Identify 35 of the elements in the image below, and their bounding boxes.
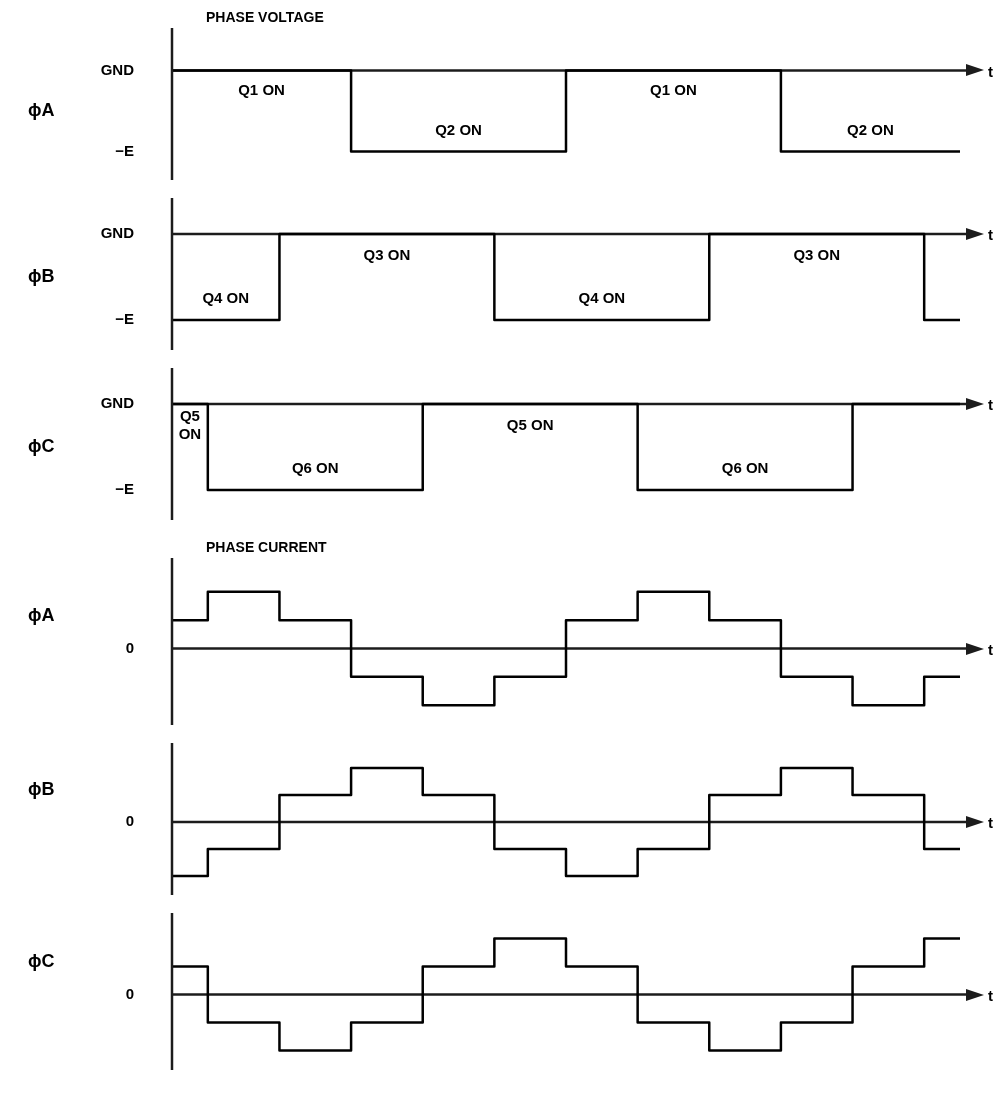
- x-axis-title: t: [988, 986, 993, 1004]
- text: GND: [100, 394, 135, 412]
- annotation: Q6 ON: [721, 458, 769, 476]
- annotation: Q4 ON: [202, 288, 250, 306]
- x-axis-title: t: [988, 396, 993, 414]
- annotation: Q1 ON: [238, 80, 285, 98]
- text: −E: [115, 141, 134, 159]
- text: −E: [115, 310, 134, 328]
- text: GND: [100, 60, 135, 78]
- annotation: Q2 ON: [847, 121, 894, 139]
- x-axis-title: t: [988, 62, 993, 80]
- annotation: Q6 ON: [291, 458, 339, 476]
- x-axis-title: t: [988, 640, 993, 658]
- annotation: Q1 ON: [650, 80, 697, 98]
- x-axis-title: t: [988, 814, 993, 832]
- annotation: Q5 ON: [178, 406, 202, 442]
- y-axis-title: ϕB: [28, 265, 55, 286]
- y-axis-title: ϕC: [28, 951, 55, 972]
- annotation: Q4 ON: [578, 288, 626, 306]
- y-axis-title: ϕA: [28, 99, 55, 120]
- text: 0: [125, 812, 134, 830]
- x-axis-title: t: [988, 226, 993, 244]
- y-axis-title: ϕC: [28, 435, 55, 456]
- text: 0: [125, 638, 134, 656]
- annotation: Q3 ON: [793, 245, 841, 263]
- y-axis-title: ϕB: [28, 778, 55, 799]
- y-axis-title: ϕA: [28, 605, 55, 626]
- chart-title: PHASE CURRENT: [206, 538, 328, 555]
- text: GND: [100, 224, 135, 242]
- chart-title: PHASE VOLTAGE: [206, 8, 324, 25]
- annotation: Q3 ON: [363, 245, 411, 263]
- text: −E: [115, 480, 134, 498]
- text: 0: [125, 984, 134, 1002]
- annotation: Q2 ON: [435, 121, 482, 139]
- annotation: Q5 ON: [506, 415, 554, 433]
